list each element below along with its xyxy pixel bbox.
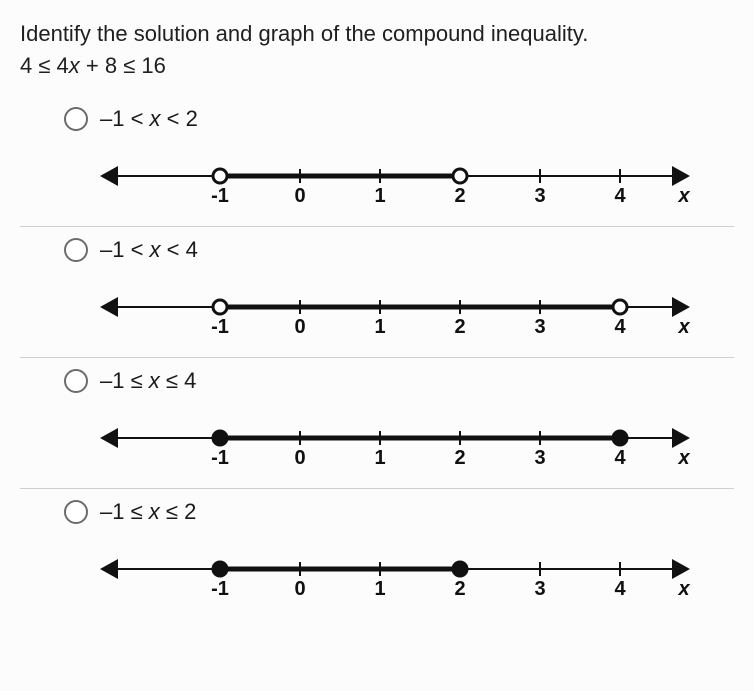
- radio-icon[interactable]: [64, 238, 88, 262]
- radio-icon[interactable]: [64, 107, 88, 131]
- number-line: -1 0 1 2 3 4 x: [80, 533, 700, 605]
- svg-text:3: 3: [534, 185, 545, 207]
- svg-text:-1: -1: [211, 578, 229, 600]
- number-line-wrap: -1 0 1 2 3 4 x: [20, 402, 734, 474]
- svg-text:2: 2: [454, 316, 465, 338]
- svg-text:3: 3: [534, 316, 545, 338]
- svg-text:3: 3: [534, 447, 545, 469]
- svg-text:4: 4: [614, 185, 626, 207]
- svg-text:1: 1: [374, 447, 385, 469]
- option-label: –1 < x < 4: [100, 237, 198, 263]
- svg-text:4: 4: [614, 578, 626, 600]
- svg-text:0: 0: [294, 316, 305, 338]
- svg-text:1: 1: [374, 578, 385, 600]
- number-line: -1 0 1 2 3 4 x: [80, 140, 700, 212]
- svg-text:-1: -1: [211, 185, 229, 207]
- svg-text:2: 2: [454, 447, 465, 469]
- radio-icon[interactable]: [64, 500, 88, 524]
- number-line-wrap: -1 0 1 2 3 4 x: [20, 533, 734, 605]
- svg-text:1: 1: [374, 185, 385, 207]
- option-label: –1 ≤ x ≤ 4: [100, 368, 196, 394]
- svg-text:2: 2: [454, 185, 465, 207]
- number-line-wrap: -1 0 1 2 3 4 x: [20, 271, 734, 343]
- svg-text:x: x: [677, 185, 690, 207]
- svg-text:1: 1: [374, 316, 385, 338]
- option-row[interactable]: –1 ≤ x ≤ 4: [20, 368, 734, 394]
- option: –1 < x < 2 -1 0 1 2 3 4 x: [20, 96, 734, 226]
- option-label: –1 ≤ x ≤ 2: [100, 499, 196, 525]
- svg-text:2: 2: [454, 578, 465, 600]
- options-container: –1 < x < 2-101234x–1 < x < 4-101234x–1 ≤…: [20, 96, 734, 619]
- option: –1 ≤ x ≤ 2 -1 0 1 2 3 4 x: [20, 488, 734, 619]
- number-line: -1 0 1 2 3 4 x: [80, 271, 700, 343]
- svg-text:x: x: [677, 316, 690, 338]
- number-line: -1 0 1 2 3 4 x: [80, 402, 700, 474]
- svg-text:x: x: [677, 447, 690, 469]
- svg-text:4: 4: [614, 316, 626, 338]
- svg-text:x: x: [677, 578, 690, 600]
- svg-text:3: 3: [534, 578, 545, 600]
- question-prompt: Identify the solution and graph of the c…: [20, 18, 734, 50]
- option-row[interactable]: –1 < x < 2: [20, 106, 734, 132]
- svg-text:0: 0: [294, 185, 305, 207]
- option-label: –1 < x < 2: [100, 106, 198, 132]
- option-row[interactable]: –1 < x < 4: [20, 237, 734, 263]
- svg-text:-1: -1: [211, 316, 229, 338]
- option-row[interactable]: –1 ≤ x ≤ 2: [20, 499, 734, 525]
- svg-text:4: 4: [614, 447, 626, 469]
- svg-text:-1: -1: [211, 447, 229, 469]
- svg-text:0: 0: [294, 447, 305, 469]
- option: –1 ≤ x ≤ 4 -1 0 1 2 3 4 x: [20, 357, 734, 488]
- number-line-wrap: -1 0 1 2 3 4 x: [20, 140, 734, 212]
- radio-icon[interactable]: [64, 369, 88, 393]
- svg-text:0: 0: [294, 578, 305, 600]
- question-block: Identify the solution and graph of the c…: [20, 18, 734, 82]
- question-inequality: 4 ≤ 4x + 8 ≤ 16: [20, 50, 734, 82]
- option: –1 < x < 4 -1 0 1 2 3 4 x: [20, 226, 734, 357]
